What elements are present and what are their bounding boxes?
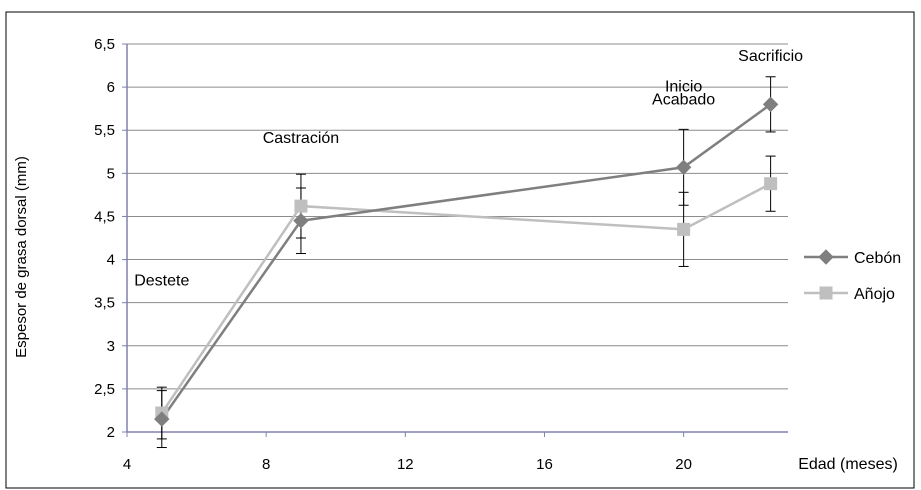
series-line-cebón — [160, 103, 772, 420]
x-tick-label: 20 — [675, 456, 692, 473]
x-tick-label: 16 — [536, 456, 553, 473]
y-tick-label: 6 — [107, 79, 115, 96]
series-lines — [160, 103, 772, 420]
series-line-añojo — [160, 182, 772, 414]
marker-cebón — [154, 411, 170, 427]
annotation-label: Castración — [263, 130, 339, 147]
y-tick-label: 5,5 — [94, 122, 115, 139]
y-tick-label: 6,5 — [94, 36, 115, 53]
axes — [122, 43, 788, 437]
y-tick-labels: 2 2,5 3 3,5 4 4,5 5 5,5 6 6,5 — [94, 36, 115, 441]
chart-border — [5, 11, 915, 489]
y-tick-label: 5 — [107, 165, 115, 182]
annotation-label: Destete — [134, 272, 189, 289]
marker-cebón — [293, 213, 309, 229]
y-tick-label: 4,5 — [94, 208, 115, 225]
y-tick-label: 3,5 — [94, 295, 115, 312]
y-tick-label: 2 — [107, 424, 115, 441]
marker-cebón — [762, 96, 779, 113]
marker-añojo — [764, 177, 778, 191]
annotation-label: Acabado — [652, 91, 715, 108]
y-tick-label: 3 — [107, 338, 115, 355]
legend-marker-añojo — [819, 286, 833, 300]
y-tick-label: 4 — [107, 252, 115, 269]
annotation-label: Inicio — [665, 78, 702, 95]
x-tick-label: 8 — [262, 456, 270, 473]
x-tick-label: 4 — [123, 456, 131, 473]
series-markers — [154, 96, 779, 427]
y-axis-label: Espesor de grasa dorsal (mm) — [13, 156, 30, 358]
legend-label: Añojo — [854, 286, 895, 303]
x-tick-labels: 4 8 12 16 20 — [123, 456, 692, 473]
legend-marker-cebón — [818, 249, 834, 265]
legend: Cebón Añojo — [804, 249, 901, 303]
x-axis-label: Edad (meses) — [798, 456, 898, 473]
marker-añojo — [677, 222, 691, 236]
x-tick-label: 12 — [397, 456, 414, 473]
annotation-label: Sacrificio — [738, 48, 803, 65]
y-tick-label: 2,5 — [94, 381, 115, 398]
legend-label: Cebón — [854, 250, 901, 267]
marker-añojo — [294, 199, 308, 213]
marker-cebón — [675, 159, 692, 176]
